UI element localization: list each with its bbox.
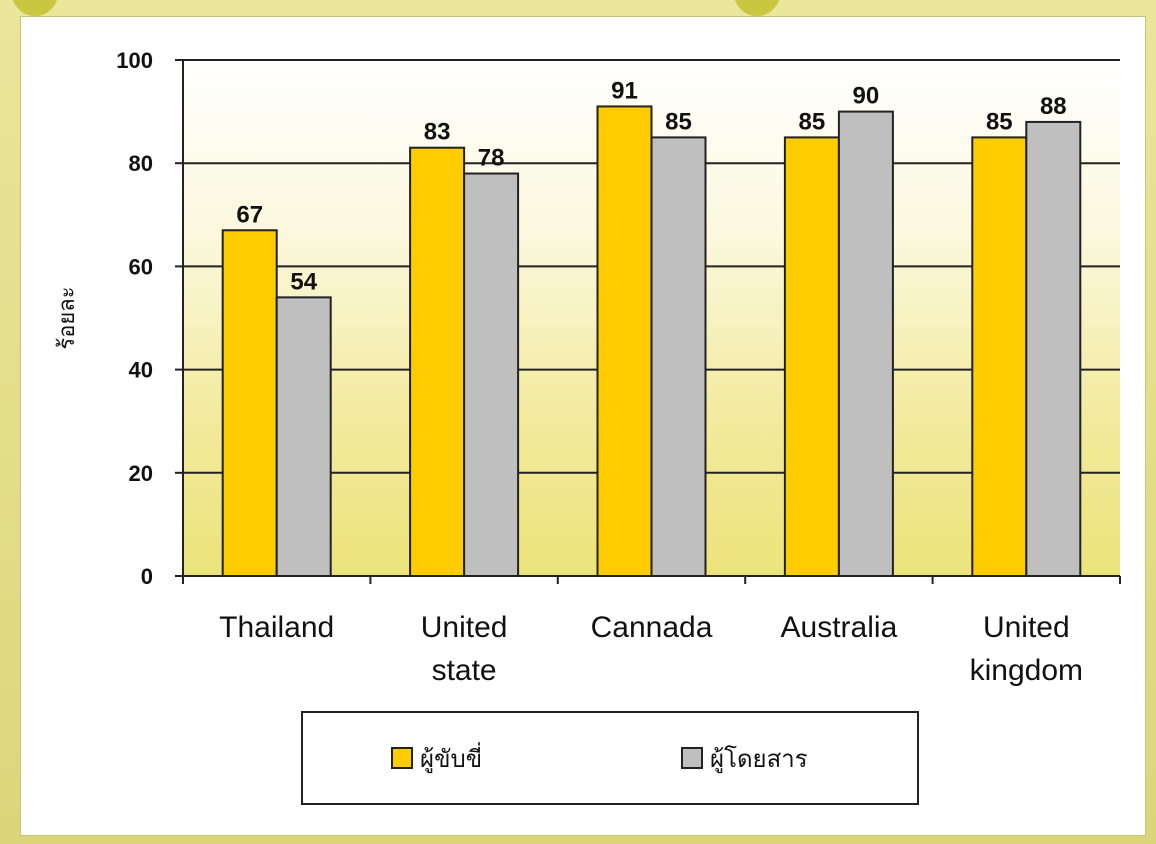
x-category-label: United xyxy=(983,611,1070,644)
bar-passenger xyxy=(650,136,707,577)
data-label: 85 xyxy=(986,108,1013,135)
bar-passenger xyxy=(837,110,894,577)
bar-passenger xyxy=(1025,120,1082,577)
y-tick-label: 60 xyxy=(129,254,153,279)
legend-swatch xyxy=(681,747,703,769)
bar-driver xyxy=(971,136,1028,577)
legend-label: ผู้โดยสาร xyxy=(710,745,808,774)
y-tick-label: 100 xyxy=(116,48,153,73)
bar-driver xyxy=(221,229,278,577)
y-tick-label: 0 xyxy=(141,564,153,589)
data-label: 88 xyxy=(1040,93,1067,120)
data-label: 78 xyxy=(478,145,505,172)
decorative-tab xyxy=(734,0,780,16)
y-axis-label: ร้อยละ xyxy=(55,286,80,349)
bar-driver xyxy=(783,136,840,577)
decorative-tab xyxy=(12,0,58,16)
y-tick-label: 20 xyxy=(129,461,153,486)
data-label: 90 xyxy=(853,83,880,110)
data-label: 54 xyxy=(290,268,317,295)
x-category-label: Cannada xyxy=(591,611,713,644)
x-category-label: Thailand xyxy=(219,611,334,644)
data-label: 83 xyxy=(424,119,451,146)
bar-driver xyxy=(596,105,653,577)
bar-passenger xyxy=(275,296,332,577)
x-category-label: Australia xyxy=(781,611,898,644)
x-category-label: United xyxy=(421,611,508,644)
legend-label: ผู้ขับขี่ xyxy=(420,742,482,774)
x-category-label: kingdom xyxy=(970,654,1083,687)
bar-passenger xyxy=(463,172,520,578)
data-label: 67 xyxy=(236,201,263,228)
data-label: 85 xyxy=(665,108,692,135)
y-tick-label: 80 xyxy=(129,151,153,176)
data-label: 85 xyxy=(799,108,826,135)
x-category-label: state xyxy=(432,654,497,687)
y-tick-label: 40 xyxy=(129,358,153,383)
bar-driver xyxy=(409,146,466,577)
legend-swatch xyxy=(391,747,413,769)
data-label: 91 xyxy=(611,77,638,104)
